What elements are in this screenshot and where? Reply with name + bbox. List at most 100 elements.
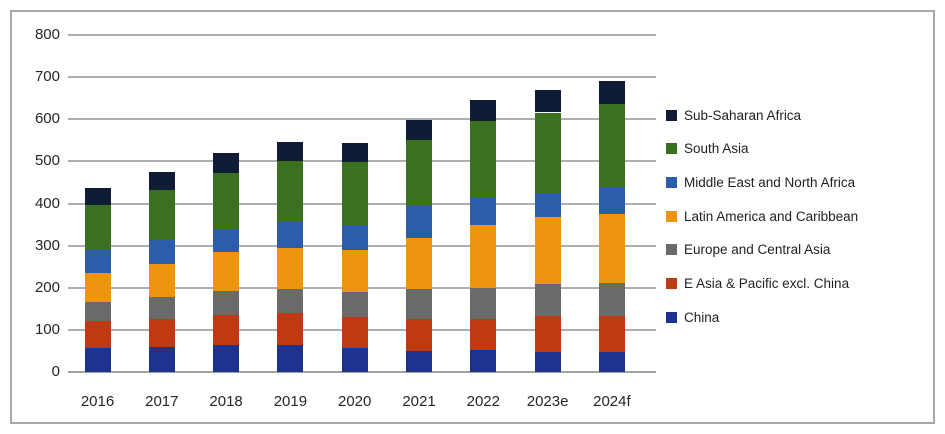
bar-segment-2024f-latin-america-and-caribbean bbox=[598, 214, 625, 283]
gridline-600 bbox=[68, 118, 656, 121]
y-axis-tick-label: 100 bbox=[34, 320, 60, 338]
bar-segment-2018-middle-east-and-north-africa bbox=[213, 228, 240, 252]
legend-item-china: China bbox=[666, 309, 719, 325]
y-axis: 0 100 200 300 400 500 600 700 800 bbox=[12, 12, 933, 422]
bar-segment-2024f-europe-and-central-asia bbox=[598, 282, 625, 317]
bar-segment-2016-latin-america-and-caribbean bbox=[84, 272, 111, 303]
legend-swatch-icon bbox=[666, 311, 677, 323]
legend: Sub-Saharan Africa South Asia Middle East … bbox=[12, 12, 933, 422]
legend-swatch-icon bbox=[666, 278, 677, 289]
bar-segment-2018-china bbox=[213, 344, 240, 372]
y-axis-tick-label: 400 bbox=[34, 194, 60, 212]
bar-segment-2024f-middle-east-and-north-africa bbox=[598, 187, 625, 215]
bar-segment-2020-south-asia bbox=[341, 162, 368, 225]
bar-segment-2017-china bbox=[148, 346, 175, 372]
bar-segment-2020-middle-east-and-north-africa bbox=[341, 224, 368, 250]
bar-segment-2019-sub-saharan-africa bbox=[277, 141, 304, 161]
x-axis-tick-label: 2021 bbox=[402, 393, 436, 410]
legend-label: Sub-Saharan Africa bbox=[684, 107, 802, 123]
bar-segment-2021-europe-and-central-asia bbox=[406, 289, 432, 319]
y-axis-tick-label: 800 bbox=[34, 26, 60, 43]
x-axis-tick-label: 2023e bbox=[526, 393, 569, 410]
bar-segment-2022-middle-east-and-north-africa bbox=[470, 196, 497, 225]
legend-label: Latin America and Caribbean bbox=[684, 208, 859, 224]
bar-segment-2018-e-asia-pacific-excl-china bbox=[213, 315, 240, 345]
bar-segment-2021-latin-america-and-caribbean bbox=[406, 238, 432, 290]
bar-segment-2019-e-asia-pacific-excl-china bbox=[277, 312, 304, 346]
bar-segment-2021-south-asia bbox=[406, 140, 432, 207]
bar-segment-2024f-sub-saharan-africa bbox=[598, 80, 625, 105]
legend-swatch-icon bbox=[666, 210, 677, 222]
x-axis-tick-label: 2018 bbox=[209, 393, 243, 410]
bar-segment-2021-sub-saharan-africa bbox=[406, 120, 432, 141]
bar-segment-2018-europe-and-central-asia bbox=[213, 290, 240, 316]
bar-segment-2016-china bbox=[84, 347, 111, 372]
legend-swatch-icon bbox=[666, 109, 677, 121]
bar-segment-2017-south-asia bbox=[148, 190, 175, 241]
bar-segment-2021-middle-east-and-north-africa bbox=[406, 206, 432, 239]
legend-item-sub-saharan-africa: Sub-Saharan Africa bbox=[666, 107, 801, 123]
legend-item-latin-america-and-caribbean: Latin America and Caribbean bbox=[666, 208, 858, 224]
bar-segment-2019-china bbox=[277, 345, 304, 372]
bar-segment-2024f-south-asia bbox=[598, 104, 625, 188]
bar-segment-2021-e-asia-pacific-excl-china bbox=[406, 318, 432, 351]
bar-segment-2018-sub-saharan-africa bbox=[213, 152, 240, 173]
bar-segment-2019-south-asia bbox=[277, 160, 304, 223]
legend-swatch-icon bbox=[666, 176, 677, 188]
bar-segment-2020-latin-america-and-caribbean bbox=[341, 249, 368, 293]
bar-segment-2018-south-asia bbox=[213, 172, 240, 229]
legend-item-middle-east-and-north-africa: Middle East and North Africa bbox=[666, 174, 855, 190]
bar-segment-2023e-middle-east-and-north-africa bbox=[534, 193, 561, 217]
bar-segment-2019-europe-and-central-asia bbox=[277, 289, 304, 313]
chart-figure: 0 100 200 300 400 500 600 700 800 2016 2017 2018 20… bbox=[10, 10, 935, 424]
legend-swatch-icon bbox=[666, 244, 677, 256]
bar-segment-2022-south-asia bbox=[470, 120, 497, 197]
legend-item-e-asia-pacific-excl-china: E Asia & Pacific excl. China bbox=[666, 276, 849, 292]
y-axis-tick-label: 300 bbox=[34, 236, 60, 254]
bar-segment-2017-europe-and-central-asia bbox=[148, 297, 175, 319]
y-axis-tick-label: 500 bbox=[34, 152, 60, 170]
bars-layer bbox=[12, 12, 933, 422]
x-axis-tick-label: 2020 bbox=[338, 393, 372, 410]
x-axis-tick-label: 2024f bbox=[593, 393, 631, 410]
bar-segment-2024f-e-asia-pacific-excl-china bbox=[598, 316, 625, 353]
bar-segment-2017-middle-east-and-north-africa bbox=[148, 240, 175, 265]
bar-segment-2022-sub-saharan-africa bbox=[470, 99, 497, 121]
legend-item-europe-and-central-asia: Europe and Central Asia bbox=[666, 242, 830, 258]
bar-segment-2022-china bbox=[470, 350, 497, 372]
x-axis-tick-label: 2019 bbox=[273, 393, 308, 410]
bar-segment-2020-china bbox=[341, 347, 368, 372]
bar-segment-2016-e-asia-pacific-excl-china bbox=[84, 321, 111, 348]
bar-segment-2017-e-asia-pacific-excl-china bbox=[148, 318, 175, 347]
gridline-0 bbox=[68, 371, 656, 373]
legend-swatch-icon bbox=[666, 143, 677, 155]
bar-segment-2023e-south-asia bbox=[534, 112, 561, 194]
bar-segment-2022-latin-america-and-caribbean bbox=[470, 224, 497, 288]
x-axis-tick-label: 2016 bbox=[80, 393, 115, 410]
bar-segment-2023e-sub-saharan-africa bbox=[534, 90, 561, 113]
legend-label: China bbox=[684, 309, 720, 325]
legend-label: E Asia & Pacific excl. China bbox=[684, 276, 850, 291]
x-axis-tick-label: 2022 bbox=[466, 393, 500, 410]
bar-segment-2017-sub-saharan-africa bbox=[148, 171, 175, 191]
y-axis-tick-label: 200 bbox=[34, 278, 60, 296]
bar-segment-2023e-europe-and-central-asia bbox=[534, 284, 561, 316]
y-axis-tick-label: 700 bbox=[34, 68, 60, 86]
bar-segment-2020-europe-and-central-asia bbox=[341, 292, 368, 318]
bar-segment-2023e-latin-america-and-caribbean bbox=[534, 216, 561, 285]
bar-segment-2018-latin-america-and-caribbean bbox=[213, 251, 240, 291]
bar-segment-2016-sub-saharan-africa bbox=[84, 187, 111, 205]
bar-segment-2019-middle-east-and-north-africa bbox=[277, 222, 304, 248]
legend-item-south-asia: South Asia bbox=[666, 141, 749, 157]
bar-segment-2023e-e-asia-pacific-excl-china bbox=[534, 315, 561, 353]
legend-label: South Asia bbox=[684, 141, 749, 157]
bar-segment-2016-south-asia bbox=[84, 204, 111, 251]
bar-segment-2016-europe-and-central-asia bbox=[84, 302, 111, 322]
gridline-700 bbox=[68, 76, 656, 79]
bar-segment-2023e-china bbox=[534, 352, 561, 372]
bar-segment-2020-e-asia-pacific-excl-china bbox=[341, 317, 368, 348]
bar-segment-2016-middle-east-and-north-africa bbox=[84, 250, 111, 273]
bar-segment-2019-latin-america-and-caribbean bbox=[277, 247, 304, 290]
legend-label: Middle East and North Africa bbox=[684, 174, 856, 190]
x-axis-tick-label: 2017 bbox=[145, 393, 179, 410]
